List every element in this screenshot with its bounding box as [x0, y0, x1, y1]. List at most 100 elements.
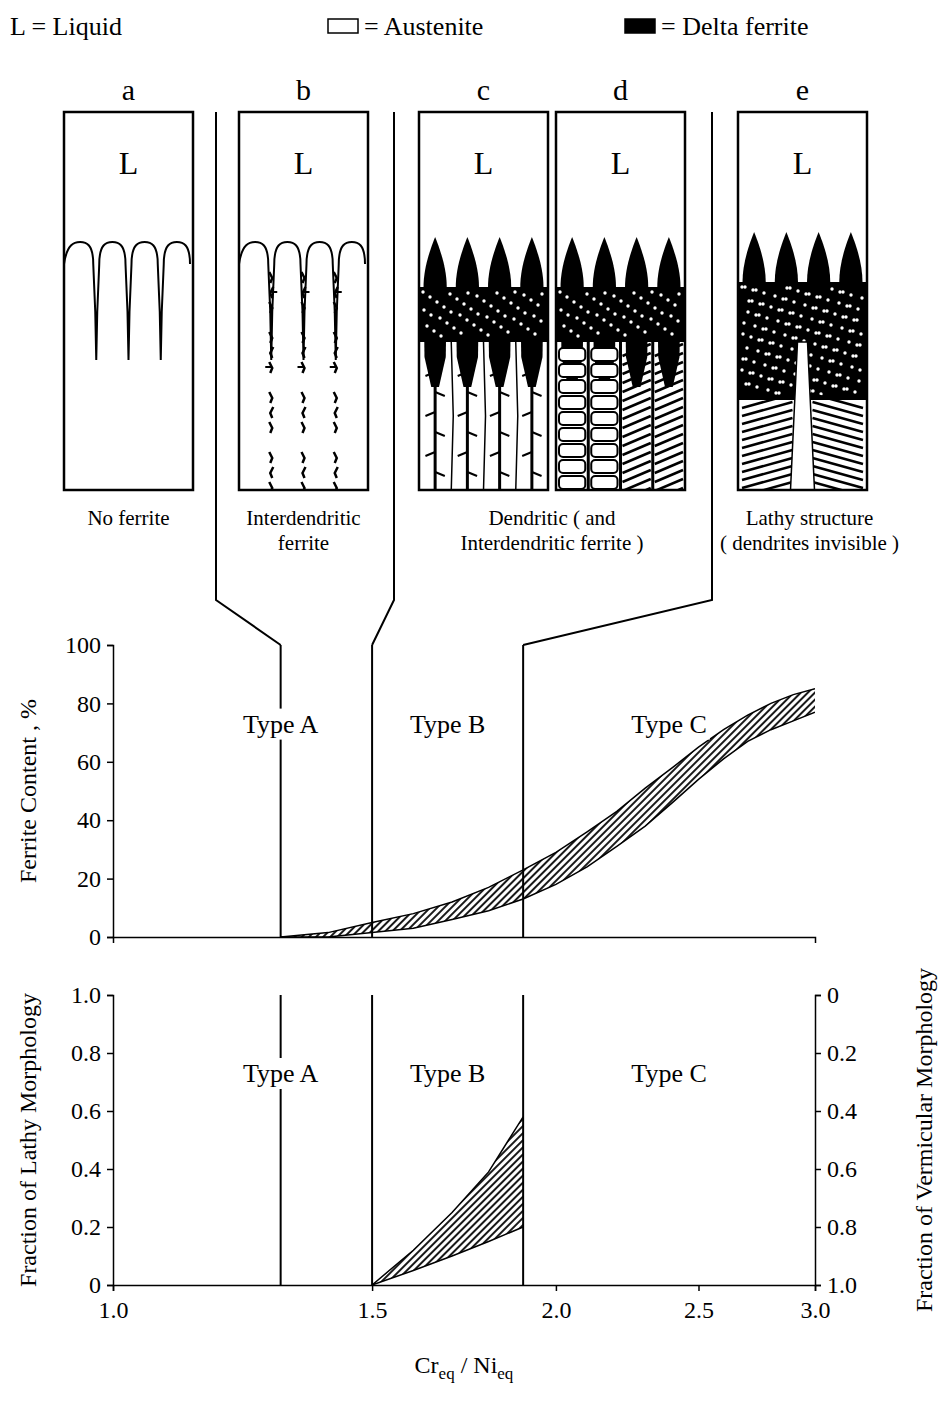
austenite-cell	[559, 380, 585, 393]
panel-frame	[64, 112, 193, 490]
interdendritic-ferrite	[335, 347, 338, 358]
austenite-spot	[623, 333, 626, 336]
vermicular-ferrite	[498, 342, 501, 490]
austenite-spot	[851, 354, 854, 357]
tick-label: 60	[77, 749, 101, 775]
austenite-spot	[845, 387, 848, 390]
panel: L	[419, 112, 548, 490]
austenite-spot	[850, 365, 853, 368]
vermicular-ferrite	[500, 392, 510, 396]
austenite-spot	[626, 304, 629, 307]
tick: 2.0	[541, 1285, 571, 1323]
austenite-spot	[455, 297, 458, 300]
interdendritic-ferrite	[334, 272, 337, 283]
y2-axis: 00.20.40.60.81.0	[815, 982, 857, 1298]
austenite-spot	[466, 291, 469, 294]
ferrite-band	[372, 1117, 523, 1285]
austenite-spot	[806, 328, 809, 331]
legend-label: L = Liquid	[10, 12, 122, 41]
austenite-spot	[848, 304, 851, 307]
panel: L	[239, 112, 368, 493]
austenite-spot	[854, 354, 857, 357]
tick-mark	[107, 1285, 113, 1287]
austenite-spot	[575, 316, 578, 319]
austenite-spot	[840, 326, 843, 329]
austenite-spot	[818, 320, 821, 323]
austenite-spot	[785, 286, 788, 289]
austenite-spot	[660, 311, 663, 314]
ferrite-dendrite	[839, 232, 862, 400]
austenite-cell	[591, 444, 617, 457]
tick-mark	[107, 937, 113, 939]
cell-boundary	[484, 342, 486, 490]
tick-mark	[107, 645, 113, 647]
austenite-spot	[449, 310, 452, 313]
austenite-cell	[559, 444, 585, 457]
austenite-spot	[670, 332, 673, 335]
tick-label: 40	[77, 807, 101, 833]
austenite-spot	[773, 294, 776, 297]
axis-line	[107, 646, 114, 938]
austenite-spot	[469, 307, 472, 310]
austenite-spot	[811, 306, 814, 309]
austenite-spot	[742, 321, 745, 324]
connector	[216, 112, 281, 645]
tick: 20	[77, 866, 113, 892]
austenite-spot	[822, 309, 825, 312]
interdendritic-ferrite	[269, 302, 272, 313]
austenite-spot	[499, 325, 502, 328]
panel-frame	[556, 112, 685, 490]
panel-structure	[64, 242, 190, 360]
austenite-spot	[781, 380, 784, 383]
austenite-spot	[750, 299, 753, 302]
austenite-spot	[815, 378, 818, 381]
austenite-spot	[823, 381, 826, 384]
tick: 80	[77, 691, 113, 717]
austenite-spot	[784, 322, 787, 325]
austenite-spot	[831, 384, 834, 387]
vermicular-ferrite	[532, 432, 542, 436]
connector	[523, 112, 712, 645]
cell-boundary	[587, 342, 590, 490]
lathy-ferrite	[742, 418, 793, 432]
austenite-spot	[788, 286, 791, 289]
axis-line	[816, 996, 822, 1286]
tick: 0	[89, 924, 113, 950]
lathy-ferrite	[813, 402, 864, 416]
tick-label: 20	[77, 866, 101, 892]
tick-label: 0	[89, 924, 101, 950]
austenite-spot	[778, 355, 781, 358]
austenite-spot	[569, 329, 572, 332]
cell-boundary	[619, 342, 622, 490]
austenite-spot	[422, 308, 425, 311]
interdendritic-ferrite	[336, 291, 342, 293]
austenite-spot	[838, 373, 841, 376]
tick-mark	[815, 1169, 821, 1171]
austenite-spot	[837, 301, 840, 304]
austenite-spot	[803, 303, 806, 306]
austenite-cell	[559, 348, 585, 361]
lathy-ferrite	[742, 426, 793, 440]
austenite-spot	[852, 318, 855, 321]
region-label-group: Type B	[407, 1058, 488, 1089]
austenite-spot	[442, 305, 445, 308]
tick-label: 0.2	[827, 1040, 857, 1066]
austenite-spot	[622, 315, 625, 318]
vermicular-ferrite	[532, 352, 542, 356]
austenite-spot	[458, 313, 461, 316]
tick-label: 3.0	[801, 1297, 831, 1323]
panel-ground	[239, 112, 368, 490]
austenite-spot	[529, 298, 532, 301]
austenite-spot	[646, 301, 649, 304]
panel-letter: a	[122, 73, 135, 106]
chart: 020406080100Type AType BType CFerrite Co…	[15, 632, 816, 950]
austenite-spot	[673, 303, 676, 306]
interdendritic-ferrite	[270, 407, 273, 418]
austenite-spot	[835, 348, 838, 351]
tick-label: 80	[77, 691, 101, 717]
austenite-spot	[764, 327, 767, 330]
region-label: Type A	[243, 710, 319, 739]
panel-letter: d	[613, 73, 628, 106]
interdendritic-ferrite	[269, 392, 272, 403]
vermicular-ferrite	[532, 472, 542, 476]
